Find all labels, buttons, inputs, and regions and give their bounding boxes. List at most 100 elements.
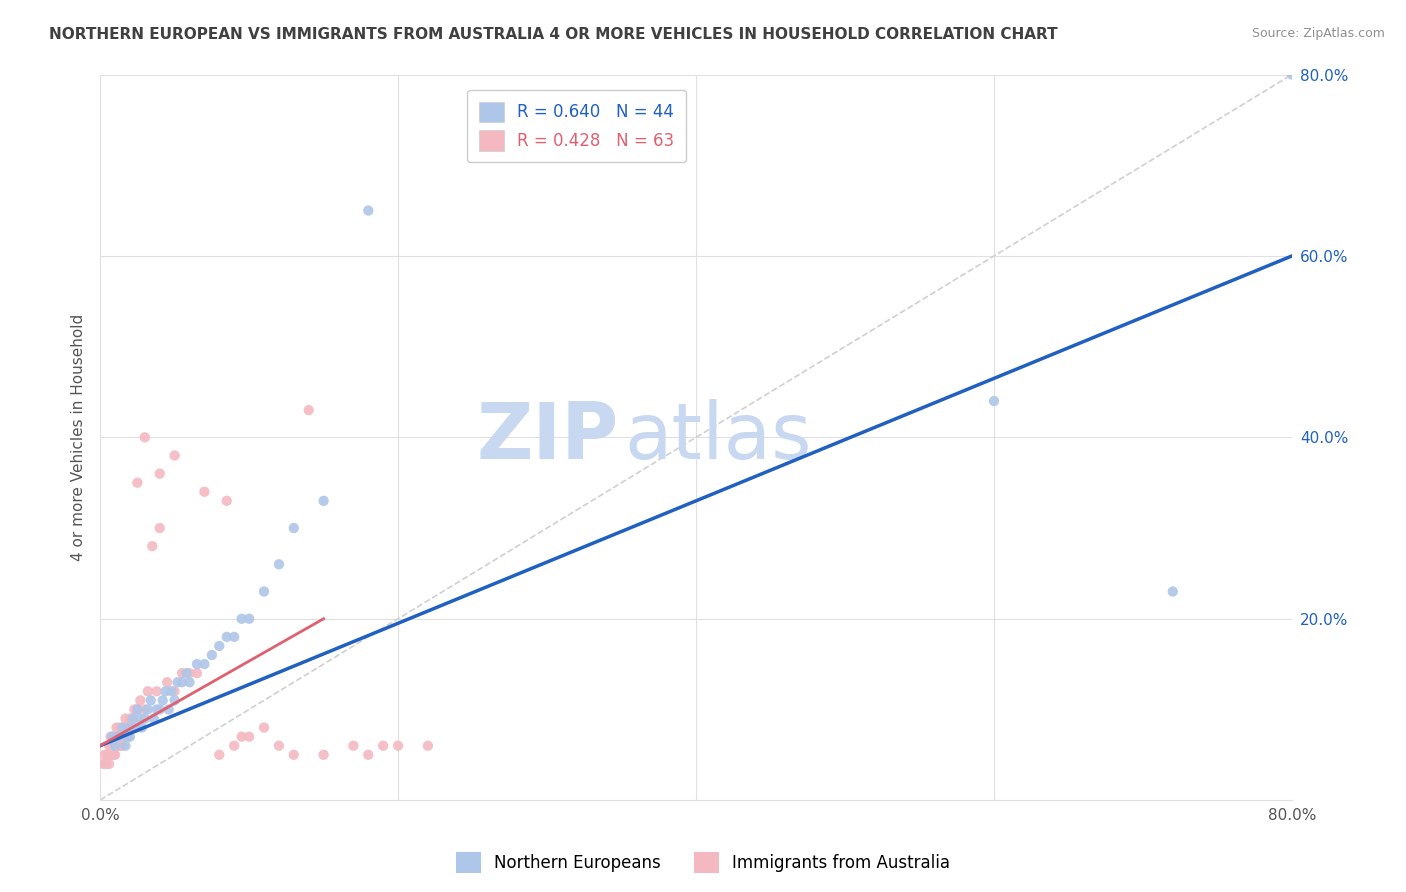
Point xyxy=(122,712,145,726)
Y-axis label: 4 or more Vehicles in Household: 4 or more Vehicles in Household xyxy=(72,314,86,561)
Point xyxy=(152,693,174,707)
Legend: Northern Europeans, Immigrants from Australia: Northern Europeans, Immigrants from Aust… xyxy=(449,846,957,880)
Point xyxy=(97,747,120,762)
Point xyxy=(101,730,124,744)
Point xyxy=(100,747,122,762)
Point xyxy=(101,747,124,762)
Point xyxy=(267,558,290,572)
Point xyxy=(149,702,172,716)
Point xyxy=(107,739,129,753)
Point xyxy=(104,739,127,753)
Point xyxy=(118,730,141,744)
Point xyxy=(129,693,152,707)
Point xyxy=(111,739,134,753)
Point xyxy=(155,684,177,698)
Point xyxy=(110,730,132,744)
Text: Source: ZipAtlas.com: Source: ZipAtlas.com xyxy=(1251,27,1385,40)
Point xyxy=(114,712,136,726)
Point xyxy=(127,702,149,716)
Point xyxy=(129,712,152,726)
Point xyxy=(176,666,198,681)
Point xyxy=(100,730,122,744)
Point xyxy=(208,639,231,653)
Point xyxy=(149,467,172,481)
Point xyxy=(93,747,115,762)
Point xyxy=(342,739,364,753)
Point xyxy=(357,203,380,218)
Point xyxy=(101,739,124,753)
Point xyxy=(115,721,138,735)
Point xyxy=(357,747,380,762)
Point xyxy=(387,739,409,753)
Point xyxy=(312,747,335,762)
Point xyxy=(131,721,153,735)
Point xyxy=(111,721,134,735)
Point xyxy=(215,630,238,644)
Point xyxy=(124,702,146,716)
Point xyxy=(105,739,128,753)
Point xyxy=(186,657,208,671)
Point xyxy=(215,493,238,508)
Point xyxy=(125,721,148,735)
Point xyxy=(163,449,186,463)
Point xyxy=(94,756,117,771)
Point xyxy=(157,702,180,716)
Point xyxy=(201,648,224,662)
Text: atlas: atlas xyxy=(624,400,813,475)
Point xyxy=(170,666,193,681)
Point xyxy=(283,747,305,762)
Point xyxy=(298,403,321,417)
Point xyxy=(170,675,193,690)
Point xyxy=(163,684,186,698)
Point xyxy=(983,394,1005,409)
Point xyxy=(1281,68,1303,82)
Point xyxy=(160,684,183,698)
Point xyxy=(163,693,186,707)
Point xyxy=(186,666,208,681)
Point xyxy=(373,739,395,753)
Point xyxy=(115,730,138,744)
Text: ZIP: ZIP xyxy=(477,400,619,475)
Point xyxy=(179,675,201,690)
Point xyxy=(112,730,135,744)
Legend: R = 0.640   N = 44, R = 0.428   N = 63: R = 0.640 N = 44, R = 0.428 N = 63 xyxy=(467,90,686,162)
Point xyxy=(231,612,253,626)
Point xyxy=(253,721,276,735)
Point xyxy=(208,747,231,762)
Point xyxy=(104,747,127,762)
Point xyxy=(103,730,125,744)
Point xyxy=(98,756,121,771)
Point xyxy=(98,739,121,753)
Point xyxy=(238,612,260,626)
Point xyxy=(283,521,305,535)
Point xyxy=(224,630,246,644)
Point xyxy=(107,730,129,744)
Point xyxy=(103,747,125,762)
Point xyxy=(117,730,139,744)
Point xyxy=(118,712,141,726)
Point xyxy=(312,493,335,508)
Point xyxy=(253,584,276,599)
Point xyxy=(231,730,253,744)
Point xyxy=(134,712,156,726)
Point xyxy=(134,430,156,444)
Point xyxy=(107,730,129,744)
Text: NORTHERN EUROPEAN VS IMMIGRANTS FROM AUSTRALIA 4 OR MORE VEHICLES IN HOUSEHOLD C: NORTHERN EUROPEAN VS IMMIGRANTS FROM AUS… xyxy=(49,27,1057,42)
Point xyxy=(416,739,439,753)
Point xyxy=(134,702,156,716)
Point xyxy=(108,721,131,735)
Point xyxy=(179,666,201,681)
Point xyxy=(104,730,127,744)
Point xyxy=(111,721,134,735)
Point xyxy=(1161,584,1184,599)
Point xyxy=(267,739,290,753)
Point xyxy=(238,730,260,744)
Point xyxy=(139,693,162,707)
Point xyxy=(193,484,215,499)
Point xyxy=(114,739,136,753)
Point xyxy=(145,684,167,698)
Point xyxy=(136,702,159,716)
Point xyxy=(142,712,165,726)
Point xyxy=(117,721,139,735)
Point xyxy=(224,739,246,753)
